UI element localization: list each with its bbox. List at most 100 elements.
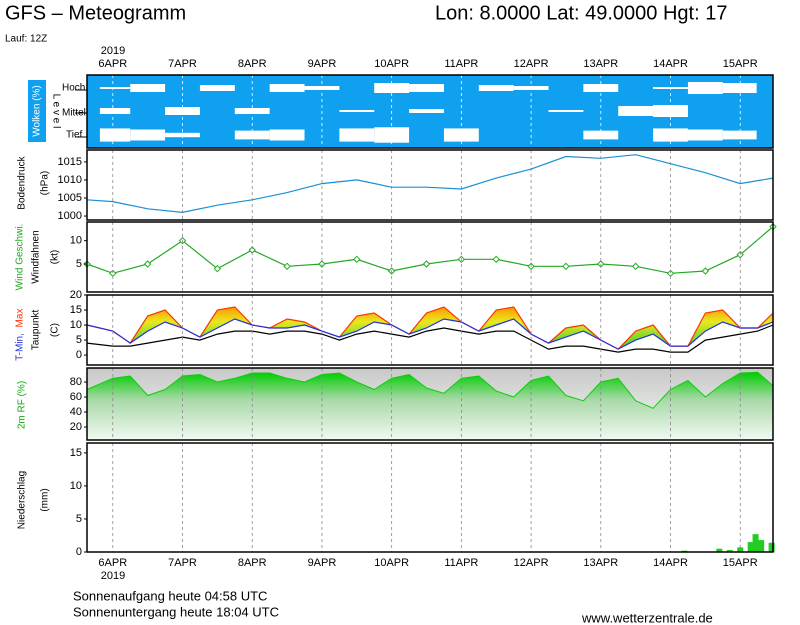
marker — [701, 267, 710, 275]
panel-background — [87, 150, 773, 220]
panel-label: Windfahnen — [31, 230, 42, 283]
y-tick-label: 5 — [76, 513, 82, 525]
cloud-gap — [269, 84, 305, 92]
cloud-gap — [99, 87, 131, 89]
cloud-gap — [99, 108, 131, 114]
unit: (C) — [50, 323, 61, 337]
x-tick-label: 14APR — [653, 58, 688, 70]
cloud-gap — [99, 128, 131, 142]
y-tick-label: 10 — [70, 319, 82, 331]
panel-frame — [86, 294, 774, 366]
x-tick-label: 9APR — [308, 557, 337, 569]
marker — [143, 260, 152, 268]
y-tick-label: 60 — [70, 391, 82, 403]
legend-label: Max — [15, 309, 26, 328]
x-tick-label: 7APR — [168, 58, 197, 70]
panel-frame — [86, 149, 774, 221]
x-tick-label: 7APR — [168, 557, 197, 569]
y-tick-label: 20 — [70, 289, 82, 301]
cloud-gap — [409, 109, 444, 113]
y-tick-label: 10 — [70, 235, 82, 247]
x-tick-label: 6APR — [98, 557, 127, 569]
temp-range-fill — [87, 307, 773, 350]
legend-label: Taupunkt — [31, 309, 42, 350]
bar — [726, 550, 733, 552]
panel-background — [87, 443, 773, 552]
marker — [492, 255, 500, 264]
bar — [716, 548, 723, 552]
x-tick-label: 12APR — [514, 557, 549, 569]
cloud-gap — [687, 82, 723, 94]
y-tick-label: 10 — [70, 480, 82, 492]
cloud-gap — [478, 85, 514, 91]
panel-label: 2m RF (%) — [17, 381, 28, 429]
y-tick-label: 15 — [70, 447, 82, 459]
x-tick-label: 12APR — [514, 58, 549, 70]
y-tick-label: 1000 — [58, 210, 82, 222]
cloud-gap — [618, 106, 654, 116]
panel-frame — [86, 74, 774, 149]
cloud-gap — [199, 85, 235, 91]
cloud-gap — [722, 130, 757, 140]
marker — [631, 262, 640, 271]
location: Lon: 8.0000 Lat: 49.0000 Hgt: 17 — [435, 2, 727, 24]
cloud-gap — [339, 110, 375, 112]
area — [86, 371, 774, 441]
source: www.wetterzentrale.de — [581, 610, 713, 625]
x-tick-label: 13APR — [583, 557, 618, 569]
x-tick-label: 10APR — [374, 58, 409, 70]
x-tick-label: 14APR — [653, 557, 688, 569]
level-label: Mittel — [62, 108, 86, 119]
cloud-gap — [548, 110, 584, 112]
cloud-label-box — [28, 80, 46, 142]
bar — [747, 542, 754, 552]
legend-label: T-Min, — [15, 333, 26, 361]
x-tick-label: 9APR — [308, 58, 337, 70]
cloud-gap — [722, 83, 757, 93]
unit: (hPa) — [40, 171, 51, 195]
y-tick-label: 1010 — [58, 174, 82, 186]
cloud-gap — [339, 128, 375, 142]
marker — [283, 262, 291, 271]
marker — [353, 255, 361, 264]
sunrise: Sonnenaufgang heute 04:58 UTC — [73, 588, 267, 603]
bar — [752, 534, 759, 552]
panel-label: Niederschlag — [17, 471, 28, 529]
panel-label: Wind Geschwi. — [15, 224, 26, 291]
sunset: Sonnenuntergang heute 18:04 UTC — [73, 604, 279, 619]
x-tick-label: 11APR — [444, 58, 478, 70]
x-tick-label: 15APR — [723, 557, 758, 569]
title: GFS – Meteogramm — [5, 2, 186, 24]
x-tick-label: 8APR — [238, 557, 267, 569]
y-tick-label: 20 — [70, 421, 82, 433]
y-tick-label: 1015 — [58, 156, 82, 168]
bar — [737, 547, 744, 552]
unit: (mm) — [40, 488, 51, 511]
y-tick-label: 40 — [70, 406, 82, 418]
x-tick-label: 13APR — [583, 58, 618, 70]
panel-label: Bodendruck — [17, 155, 28, 209]
y-tick-label: 80 — [70, 376, 82, 388]
level-label: Hoch — [62, 83, 85, 94]
bar — [768, 542, 775, 552]
y-tick-label: 0 — [76, 349, 82, 361]
y-tick-label: 5 — [76, 334, 82, 346]
bar — [758, 540, 765, 552]
cloud-gap — [130, 129, 166, 141]
marker — [422, 260, 431, 268]
level-label: Tief — [66, 130, 83, 141]
series-line — [86, 306, 774, 350]
x-tick-label: 8APR — [238, 58, 267, 70]
panel-frame — [86, 221, 774, 293]
unit: (kt) — [50, 250, 61, 264]
cloud-gap — [409, 84, 444, 92]
year: 2019 — [101, 570, 125, 582]
x-tick-label: 15APR — [723, 58, 758, 70]
series-line — [86, 324, 774, 353]
y-tick-label: 15 — [70, 304, 82, 316]
axis-label: L e v e l — [50, 94, 61, 129]
x-tick-label: 10APR — [374, 557, 409, 569]
cloud-gap — [269, 129, 305, 141]
x-tick-label: 6APR — [98, 58, 127, 70]
